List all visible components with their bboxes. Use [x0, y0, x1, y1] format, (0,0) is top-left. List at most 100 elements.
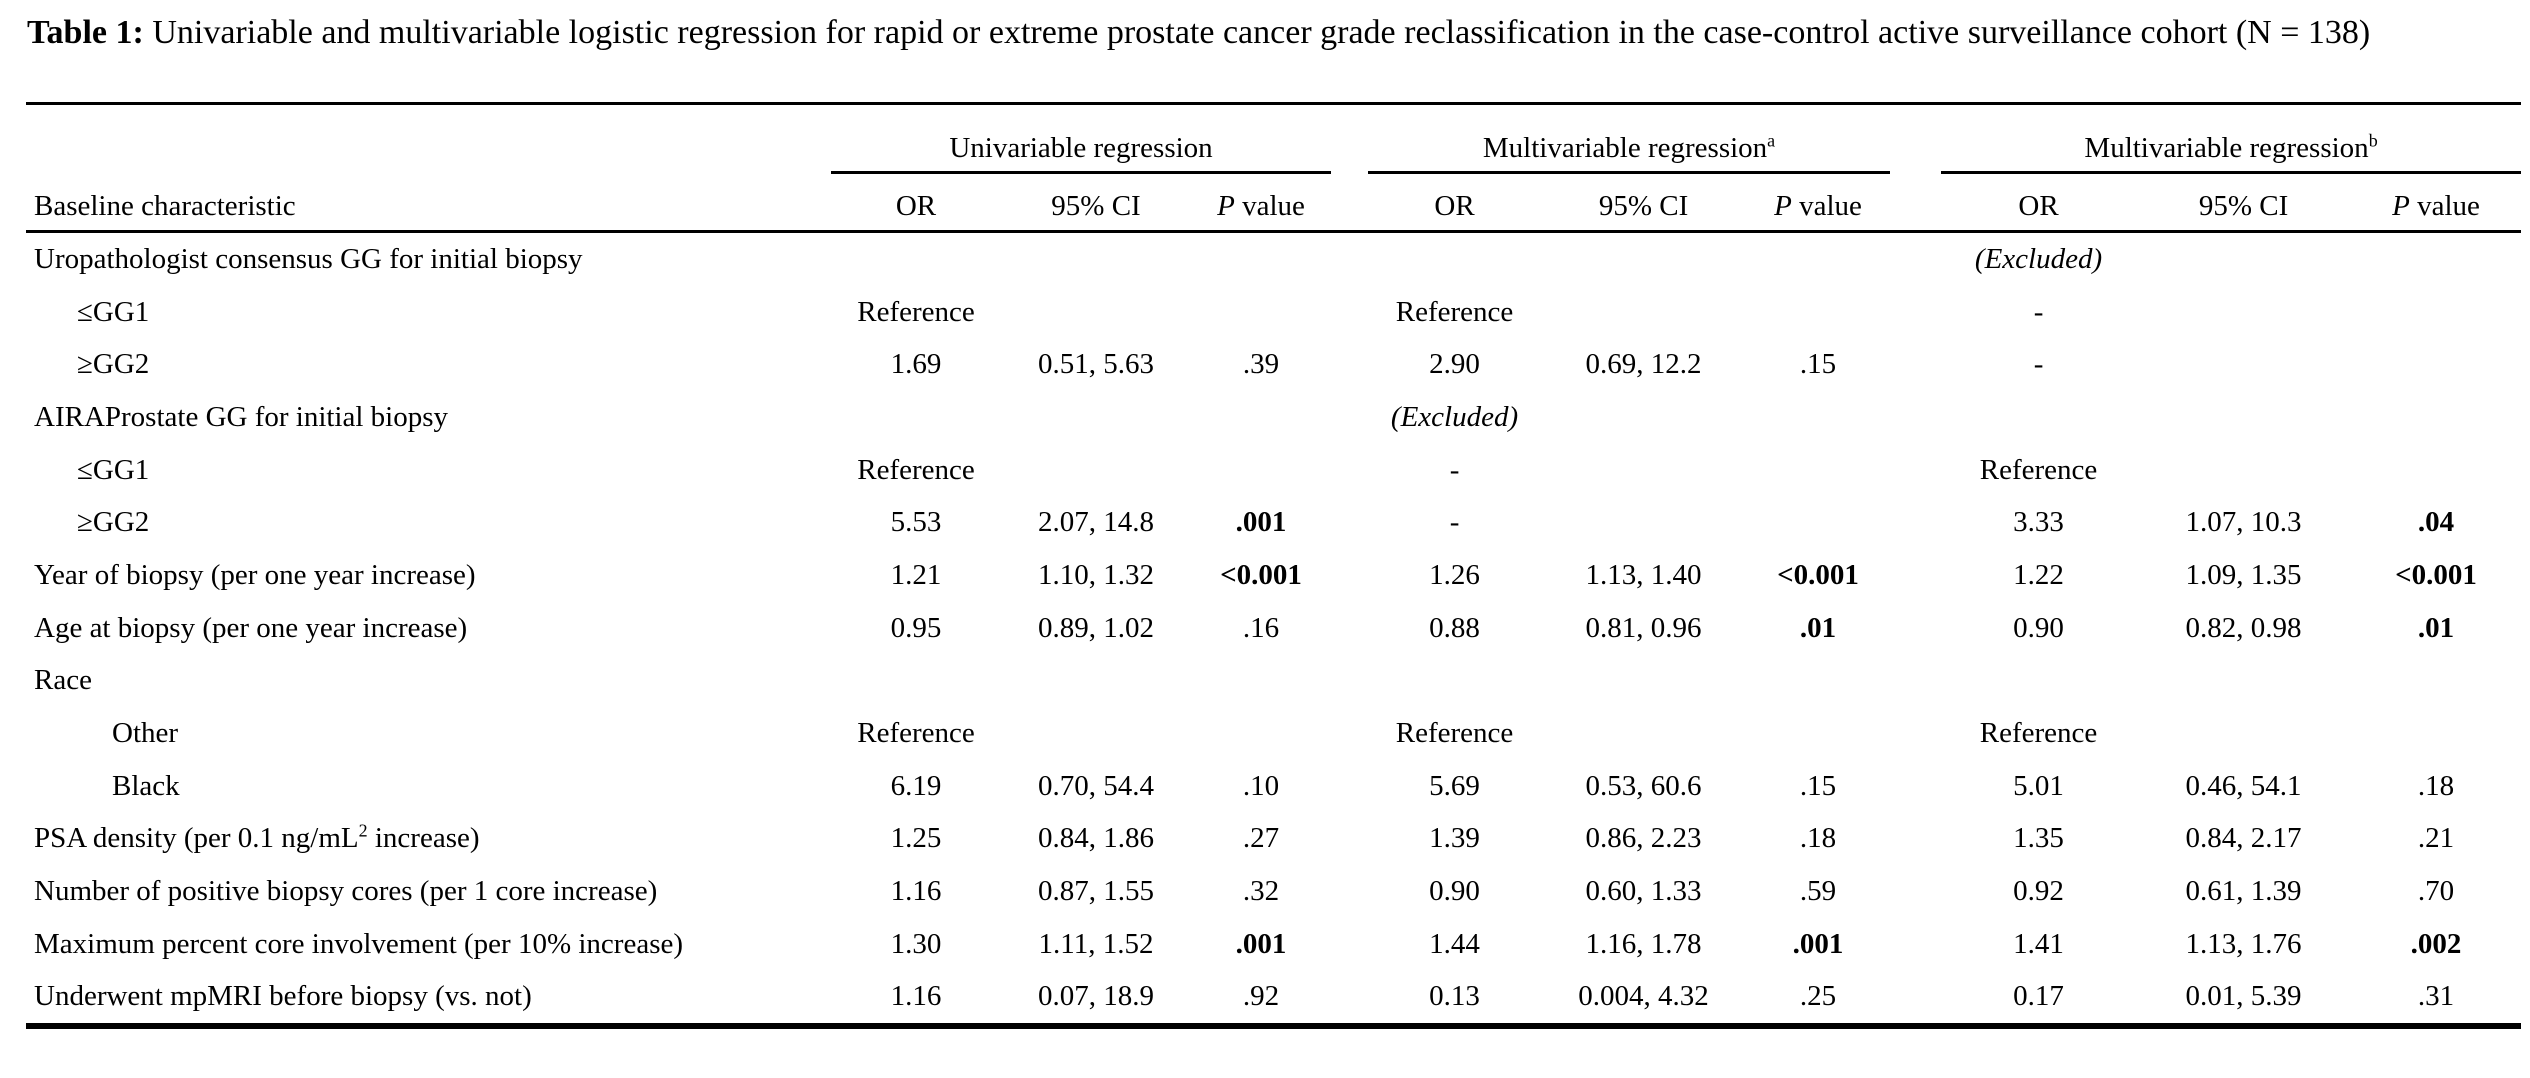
cell-or-multivariable-a: [1368, 232, 1541, 286]
cell-p-univariable: .39: [1242, 348, 1280, 381]
cell-or-univariable: [831, 655, 1001, 708]
cell-ci-univariable: [1001, 707, 1191, 760]
column-gap: [1331, 104, 1368, 173]
cell-or-univariable: 1.21: [890, 558, 942, 591]
column-gap: [1890, 391, 1941, 444]
cell-ci-multivariable-a: [1541, 655, 1746, 708]
cell-ci-univariable: 1.11, 1.52: [1038, 927, 1154, 960]
cell-p-multivariable-a: [1746, 444, 1890, 497]
column-gap: [1331, 760, 1368, 813]
cell-or-multivariable-a: 5.69: [1429, 769, 1480, 802]
table-caption-number: Table 1:: [27, 14, 144, 51]
row-label: Race: [34, 664, 92, 697]
cell-p-multivariable-a: .001: [1792, 927, 1844, 960]
column-gap: [1331, 286, 1368, 339]
row-label: ≤GG1: [77, 453, 150, 486]
column-gap: [1890, 496, 1941, 549]
cell-ci-univariable: 0.70, 54.4: [1038, 769, 1154, 802]
cell-or-multivariable-b: -: [2033, 348, 2044, 381]
cell-ci-multivariable-a: [1541, 286, 1746, 339]
cell-p-multivariable-a: .01: [1799, 611, 1837, 644]
cell-or-multivariable-a: 0.90: [1429, 875, 1480, 908]
cell-p-multivariable-b: [2351, 286, 2521, 339]
ci-header-multivariable-a: 95% CI: [1541, 172, 1747, 233]
column-gap: [1890, 813, 1941, 866]
cell-or-multivariable-b: 1.22: [2013, 558, 2064, 591]
cell-or-multivariable-b: [1941, 391, 2136, 444]
value-label: value: [2417, 190, 2480, 222]
cell-or-univariable: 1.30: [890, 927, 942, 960]
row-label: ≥GG2: [77, 506, 150, 539]
table-row: Uropathologist consensus GG for initial …: [26, 232, 2521, 286]
column-gap: [1331, 918, 1368, 971]
value-label: value: [1799, 190, 1862, 222]
cell-or-univariable: [831, 232, 1001, 286]
cell-or-multivariable-a: 0.88: [1429, 611, 1480, 644]
cell-ci-multivariable-b: 0.01, 5.39: [2185, 980, 2302, 1013]
cell-or-multivariable-a: 1.26: [1429, 558, 1480, 591]
value-label: value: [1242, 190, 1305, 222]
cell-ci-multivariable-a: [1541, 496, 1746, 549]
row-label: Age at biopsy (per one year increase): [34, 611, 468, 644]
column-gap: [1890, 172, 1942, 233]
cell-p-univariable: .001: [1235, 506, 1287, 539]
cell-p-multivariable-b: .18: [2417, 769, 2455, 802]
cell-or-multivariable-a: 1.44: [1429, 927, 1480, 960]
cell-p-multivariable-b: .002: [2410, 927, 2462, 960]
cell-ci-multivariable-a: 0.60, 1.33: [1585, 875, 1702, 908]
group-label: Multivariable regression: [1482, 132, 1768, 164]
p-value-header-multivariable-b: P value: [2351, 172, 2522, 233]
cell-ci-multivariable-b: [2136, 232, 2351, 286]
cell-ci-univariable: [1001, 232, 1191, 286]
cell-p-multivariable-a: <0.001: [1777, 558, 1859, 591]
cell-ci-multivariable-a: 0.004, 4.32: [1578, 980, 1709, 1013]
row-label: Number of positive biopsy cores (per 1 c…: [34, 875, 658, 908]
cell-or-multivariable-a: 0.13: [1429, 980, 1480, 1013]
regression-table: Univariable regression Multivariable reg…: [26, 102, 2522, 1030]
cell-or-multivariable-b: 3.33: [2013, 506, 2064, 539]
table-row: Maximum percent core involvement (per 10…: [26, 918, 2521, 971]
cell-ci-multivariable-a: [1541, 707, 1746, 760]
table-row: Number of positive biopsy cores (per 1 c…: [26, 865, 2521, 918]
cell-ci-univariable: [1001, 655, 1191, 708]
table-row: Black 6.19 0.70, 54.4 .10 5.69 0.53, 60.6 .15 5…: [26, 760, 2521, 813]
cell-ci-univariable: 0.51, 5.63: [1038, 348, 1154, 381]
group-label: Univariable regression: [949, 132, 1213, 164]
table-body: Uropathologist consensus GG for initial …: [26, 232, 2521, 1027]
column-gap: [1331, 707, 1368, 760]
cell-or-multivariable-b: 1.35: [2013, 822, 2064, 855]
table-row: ≥GG2 5.53 2.07, 14.8 .001 - 3.33 1.07, 10.3 .04: [26, 496, 2521, 549]
cell-p-univariable: [1191, 286, 1331, 339]
cell-ci-univariable: 2.07, 14.8: [1038, 506, 1154, 539]
cell-or-multivariable-a: Reference: [1395, 717, 1514, 750]
column-gap: [1331, 655, 1368, 708]
cell-or-multivariable-b: [1941, 655, 2136, 708]
table-row: AIRAProstate GG for initial biopsy (Exclu…: [26, 391, 2521, 444]
column-gap: [1331, 444, 1368, 497]
column-gap: [1890, 104, 1941, 173]
column-header-row: Baseline characteristic OR 95% CI P valu…: [26, 172, 2522, 233]
cell-p-multivariable-b: [2351, 444, 2521, 497]
cell-ci-multivariable-b: 0.82, 0.98: [2185, 611, 2302, 644]
cell-p-multivariable-b: .04: [2417, 506, 2455, 539]
cell-p-multivariable-a: .15: [1799, 769, 1837, 802]
p-value-header-univariable: P value: [1191, 172, 1332, 233]
or-header-univariable: OR: [831, 172, 1001, 233]
cell-ci-univariable: 0.87, 1.55: [1038, 875, 1154, 908]
column-gap: [1890, 707, 1941, 760]
cell-p-multivariable-a: [1746, 232, 1890, 286]
cell-ci-multivariable-b: [2136, 707, 2351, 760]
cell-p-univariable: [1191, 391, 1331, 444]
baseline-characteristic-header: Baseline characteristic: [26, 172, 831, 233]
table-row: ≤GG1 Reference Reference -: [26, 286, 2521, 339]
column-gap: [1890, 971, 1941, 1027]
row-label: PSA density (per 0.1 ng/mL2 increase): [34, 820, 480, 855]
table-row: ≤GG1 Reference - Reference: [26, 444, 2521, 497]
cell-or-multivariable-b: (Excluded): [1974, 242, 2103, 275]
or-header-multivariable-a: OR: [1368, 172, 1542, 233]
cell-ci-multivariable-a: 0.86, 2.23: [1585, 822, 1702, 855]
cell-ci-univariable: [1001, 444, 1191, 497]
cell-or-multivariable-b: 0.90: [2013, 611, 2064, 644]
cell-or-multivariable-b: Reference: [1979, 453, 2098, 486]
cell-ci-multivariable-b: [2136, 444, 2351, 497]
